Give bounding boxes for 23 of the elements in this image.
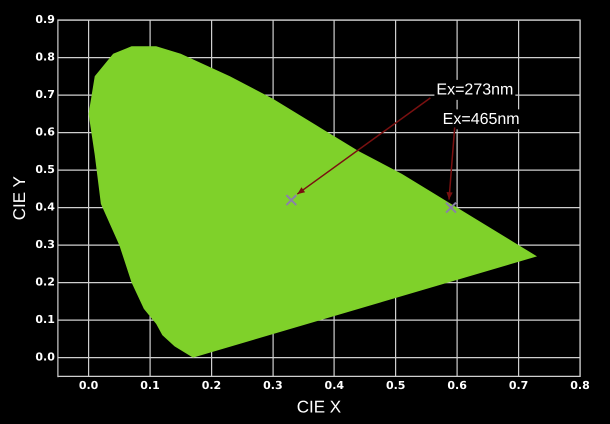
- y-tick-label: 0.5: [35, 162, 55, 176]
- y-tick-label: 0.3: [35, 238, 55, 251]
- y-tick-label: 0.0: [35, 350, 56, 364]
- y-tick-label: 0.2: [35, 275, 55, 288]
- y-tick-label: 0.4: [35, 200, 56, 214]
- x-tick-label: 0.4: [324, 378, 344, 392]
- y-tick-label: 0.8: [35, 50, 55, 64]
- x-tick-label: 0.7: [508, 378, 528, 392]
- x-tick-label: 0.5: [386, 378, 406, 392]
- y-tick-label: 0.1: [35, 312, 55, 326]
- y-axis-title: CIE Y: [10, 176, 29, 220]
- y-tick-label: 0.7: [35, 88, 55, 101]
- x-tick-label: 0.0: [78, 378, 99, 392]
- annotation: Ex=273nm: [436, 81, 514, 98]
- annotation: Ex=465nm: [442, 110, 520, 128]
- y-tick-label: 0.9: [35, 12, 55, 26]
- x-tick-label: 0.3: [263, 378, 283, 392]
- x-tick-label: 0.8: [570, 378, 590, 392]
- y-tick-label: 0.6: [35, 125, 56, 138]
- x-axis-title: CIE X: [296, 397, 342, 416]
- x-tick-label: 0.2: [202, 378, 222, 392]
- x-tick-label: 0.1: [140, 378, 160, 392]
- x-tick-label: 0.6: [447, 378, 468, 392]
